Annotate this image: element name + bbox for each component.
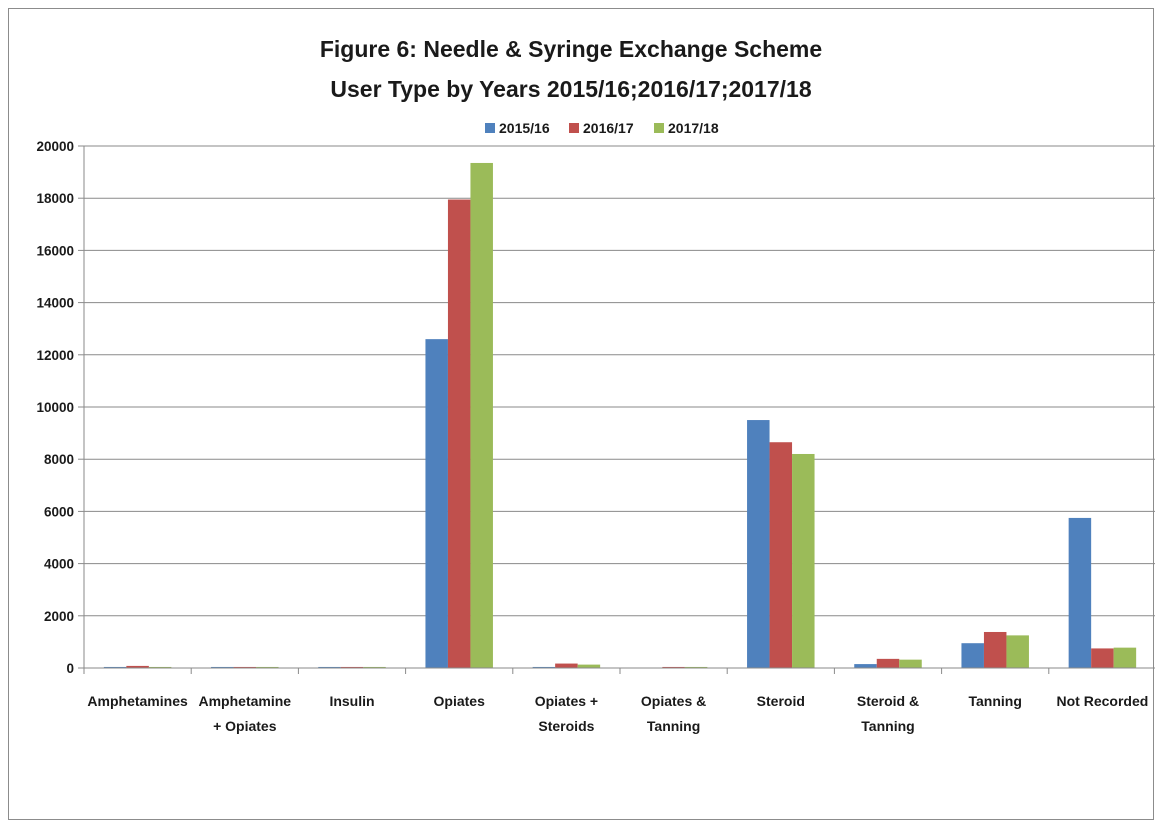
x-axis: Amphetamines Amphetamine + Opiates Insulin O…	[83, 667, 1155, 734]
y-tick-label: 0	[66, 661, 74, 676]
bar	[1091, 648, 1114, 668]
y-tick-label: 6000	[44, 504, 74, 519]
y-tick-label: 2000	[44, 609, 74, 624]
legend-label: 2015/16	[499, 120, 550, 136]
x-tick-label: Tanning	[861, 718, 914, 734]
bar	[1113, 647, 1137, 668]
bar	[1068, 517, 1092, 668]
bar	[148, 666, 172, 668]
bar	[318, 666, 341, 668]
x-tick-label: Steroids	[538, 718, 594, 734]
y-axis: 0 2000 4000 6000 8000 10000 12000 14000 16000 180…	[36, 139, 85, 676]
bar	[103, 666, 127, 668]
y-tick-label: 8000	[44, 452, 74, 467]
bar	[126, 665, 149, 668]
bar	[363, 666, 386, 668]
x-tick-label: Steroid	[757, 693, 805, 709]
bar	[340, 666, 364, 668]
x-tick-label: Not Recorded	[1057, 693, 1149, 709]
y-tick-label: 18000	[36, 191, 74, 206]
y-tick-label: 14000	[36, 296, 74, 311]
x-tick-label: Amphetamines	[87, 693, 188, 709]
y-tick-label: 20000	[36, 139, 74, 154]
chart-subtitle: User Type by Years 2015/16;2016/17;2017/…	[330, 76, 811, 102]
legend-label: 2016/17	[583, 120, 634, 136]
bar	[876, 658, 900, 668]
bar	[983, 631, 1007, 668]
y-tick-label: 16000	[36, 243, 74, 258]
bar	[555, 663, 578, 668]
bar	[662, 666, 685, 668]
bar	[1006, 635, 1029, 668]
x-tick-label: Opiates +	[535, 693, 598, 709]
x-tick-label: Opiates	[434, 693, 486, 709]
bar	[747, 420, 770, 668]
bar	[769, 442, 793, 668]
x-tick-label: Insulin	[329, 693, 374, 709]
legend: 2015/16 2016/17 2017/18	[485, 120, 719, 136]
chart-title: Figure 6: Needle & Syringe Exchange Sche…	[320, 36, 822, 62]
y-tick-label: 4000	[44, 557, 74, 572]
x-tick-label: Tanning	[647, 718, 700, 734]
x-tick-label: + Opiates	[213, 718, 277, 734]
bar	[211, 666, 234, 668]
y-tick-label: 12000	[36, 348, 74, 363]
bar	[425, 339, 448, 668]
legend-swatch	[569, 123, 579, 133]
gridlines	[84, 145, 1155, 617]
bar	[577, 664, 601, 668]
legend-swatch	[654, 123, 664, 133]
bar	[792, 453, 815, 668]
legend-label: 2017/18	[668, 120, 719, 136]
y-tick-label: 10000	[36, 400, 74, 415]
bar	[256, 666, 279, 668]
legend-swatch	[485, 123, 495, 133]
x-tick-label: Tanning	[968, 693, 1021, 709]
bars	[103, 162, 1137, 668]
chart-frame: Figure 6: Needle & Syringe Exchange Sche…	[8, 8, 1155, 820]
bar	[961, 643, 984, 668]
x-tick-label: Steroid &	[857, 693, 919, 709]
bar	[899, 659, 922, 668]
bar-chart: Figure 6: Needle & Syringe Exchange Sche…	[36, 36, 1155, 734]
bar	[470, 162, 493, 668]
bar	[447, 199, 471, 668]
bar	[532, 666, 556, 668]
bar	[233, 666, 257, 668]
x-tick-label: Amphetamine	[199, 693, 292, 709]
bar	[854, 664, 877, 668]
bar	[684, 666, 708, 668]
x-tick-label: Opiates &	[641, 693, 706, 709]
